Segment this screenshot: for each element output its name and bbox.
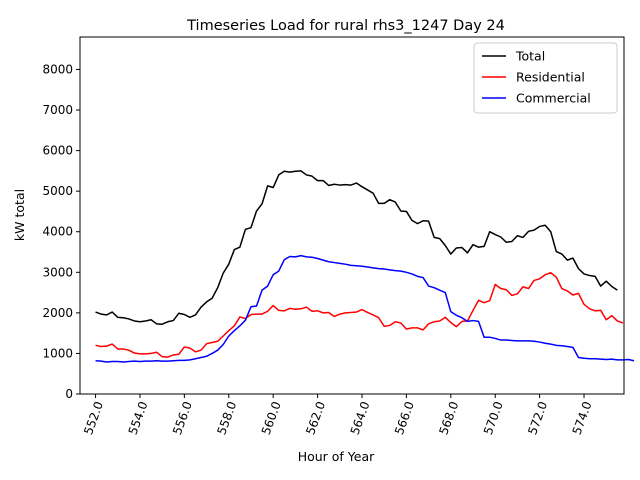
y-axis-label: kW total [12,189,27,241]
chart-title: Timeseries Load for rural rhs3_1247 Day … [186,18,505,34]
y-tick-label: 5000 [42,184,73,198]
series-line-total [95,170,618,325]
x-axis-label: Hour of Year [298,449,375,464]
legend-box [473,42,618,114]
y-tick-label: 8000 [42,62,73,76]
y-tick-label: 2000 [42,306,73,320]
series-line-commercial [95,254,635,363]
plot-area [95,170,635,363]
legend-label-residential: Residential [516,70,585,85]
y-tick-label: 0 [65,387,73,401]
plot-frame [79,36,625,395]
legend-label-commercial: Commercial [516,91,591,106]
y-tick-label: 3000 [42,265,73,279]
legend: Total Residential Commercial [473,42,618,114]
series-line-residential [95,271,624,358]
y-tick-label: 6000 [42,144,73,158]
y-tick-label: 4000 [42,225,73,239]
legend-label-total: Total [515,49,545,64]
y-tick-label: 1000 [42,346,73,360]
y-axis: 0 1000 2000 3000 4000 5000 6000 7000 8000 [42,62,80,401]
y-tick-label: 7000 [42,103,73,117]
